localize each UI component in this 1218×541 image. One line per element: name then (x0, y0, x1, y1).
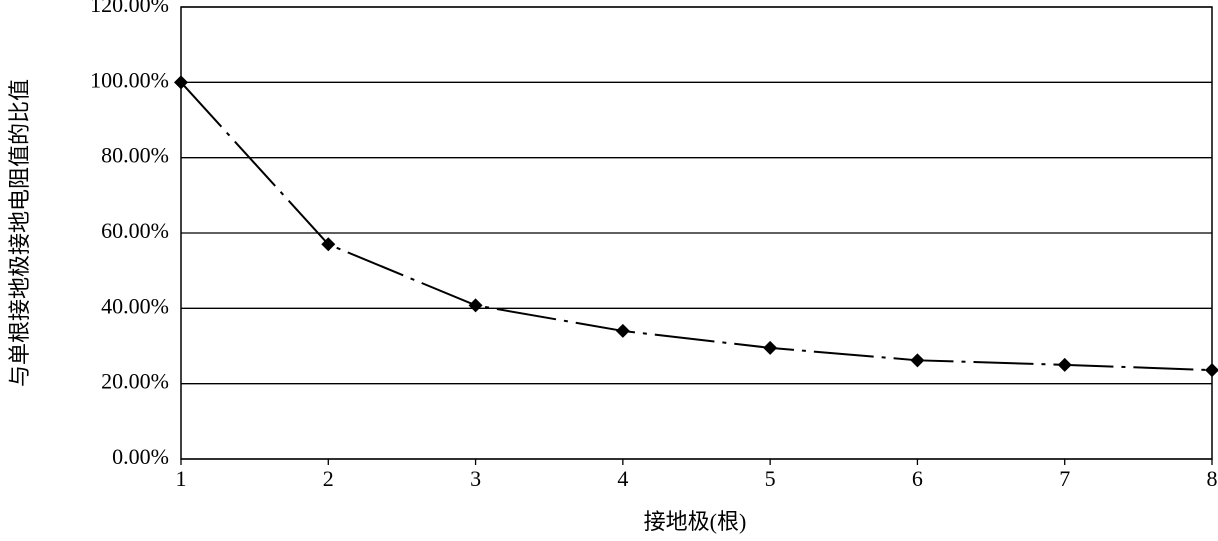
data-line (180, 81, 1213, 372)
data-point (763, 340, 778, 355)
plot-frame (180, 6, 1213, 460)
data-point (321, 237, 336, 252)
y-tick-label: 20.00% (101, 369, 169, 394)
data-point (174, 75, 188, 90)
y-tick-label: 0.00% (112, 444, 169, 469)
x-tick-label: 7 (1059, 466, 1070, 491)
x-tick-label: 2 (323, 466, 334, 491)
y-tick-label: 80.00% (101, 143, 169, 168)
y-tick-label: 60.00% (101, 218, 169, 243)
data-point (910, 353, 925, 368)
data-point (468, 298, 483, 313)
x-tick-label: 5 (765, 466, 776, 491)
x-tick-label: 3 (470, 466, 481, 491)
y-tick-label: 100.00% (90, 67, 169, 92)
data-point (1205, 363, 1218, 378)
x-tick-label: 8 (1207, 466, 1218, 491)
y-tick-label: 120.00% (90, 0, 169, 17)
x-tick-label: 4 (617, 466, 628, 491)
x-tick-label: 6 (912, 466, 923, 491)
x-axis-title: 接地极(根) (644, 509, 747, 534)
data-point (615, 323, 630, 338)
y-tick-label: 40.00% (101, 293, 169, 318)
y-axis-title: 与单根接地极接地电阻值的比值 (7, 79, 32, 387)
data-point (1057, 357, 1072, 372)
x-tick-label: 1 (176, 466, 187, 491)
